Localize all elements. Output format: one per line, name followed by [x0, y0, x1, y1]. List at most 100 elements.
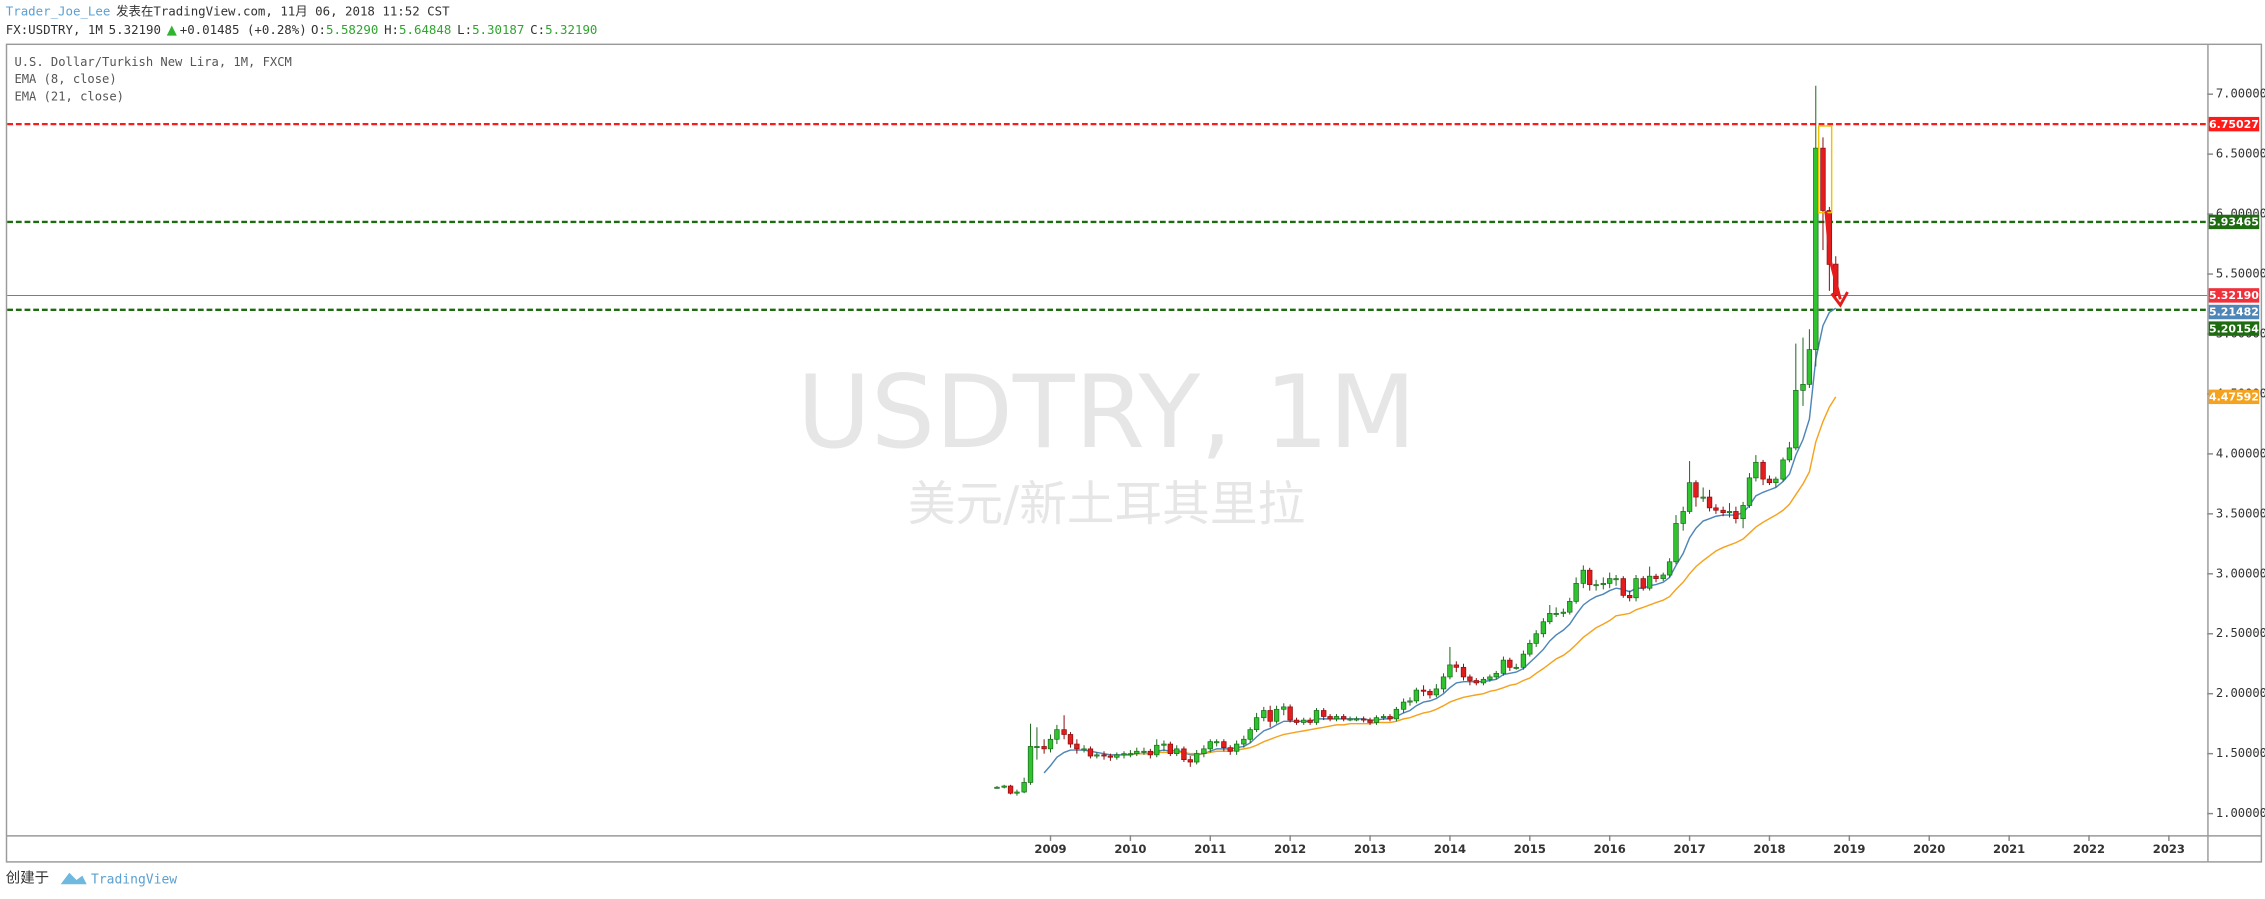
candle-body	[1480, 678, 1487, 684]
candle-body	[1367, 719, 1373, 723]
candle-body	[1806, 349, 1813, 385]
candle-body	[1094, 754, 1100, 757]
candle-body	[1114, 754, 1120, 758]
candle-body	[1194, 753, 1200, 763]
x-tick-label: 2009	[1034, 842, 1066, 856]
y-tick-label: 4.00000	[2216, 446, 2265, 460]
candle-body	[1573, 583, 1579, 602]
y-tick-label: 7.00000	[2216, 87, 2265, 101]
candle-body	[1713, 507, 1719, 511]
x-tick-label: 2012	[1274, 842, 1306, 856]
candle-body	[1720, 509, 1726, 514]
candle-body	[1233, 743, 1240, 752]
ohlc-key: L:	[457, 22, 472, 37]
price-label: 5.21482	[2209, 306, 2259, 319]
candle-body	[1301, 719, 1307, 723]
candle-body	[1593, 584, 1599, 587]
ema-line	[1130, 396, 1837, 755]
candle-body	[1786, 447, 1793, 461]
price-label-box	[2208, 321, 2260, 336]
y-tick-label: 2.50000	[2216, 626, 2265, 640]
candle-body	[1267, 710, 1273, 722]
candle-body	[1500, 659, 1507, 674]
candle-body	[1453, 664, 1459, 668]
candle-body	[1221, 741, 1227, 749]
candle-body	[1706, 496, 1713, 509]
x-tick-label: 2010	[1114, 842, 1146, 856]
candle-body	[1633, 578, 1639, 599]
candle-body	[1067, 734, 1074, 745]
candle-body	[1181, 748, 1187, 761]
candle-body	[1413, 689, 1420, 702]
price-label: 6.75027	[2209, 118, 2259, 131]
candle-body	[1693, 482, 1699, 498]
candle-body	[1613, 578, 1619, 581]
candle-body	[1187, 759, 1193, 763]
candle-body	[1746, 477, 1753, 506]
candle-body	[1433, 688, 1440, 696]
ohlc-value: 5.58290	[326, 22, 378, 37]
chart-frame	[5, 43, 2263, 863]
candle-body	[1513, 666, 1519, 669]
candle-body	[1547, 613, 1553, 623]
symbol: FX:USDTRY, 1M	[6, 22, 103, 37]
drawing-arrow	[1824, 211, 1842, 300]
legend-entry: EMA (21, close)	[14, 90, 124, 104]
candle-body	[1473, 680, 1479, 684]
candle-body	[1054, 729, 1060, 740]
candle-body	[1753, 461, 1759, 479]
ohlc-value: 5.64848	[399, 22, 451, 37]
candle-body	[1766, 478, 1773, 484]
ohlc-key: C:	[530, 22, 545, 37]
candle-body	[1121, 753, 1127, 756]
candle-body	[1034, 746, 1040, 748]
candle-body	[1740, 505, 1746, 520]
price-label-box	[2208, 288, 2260, 303]
candle-body	[994, 786, 1000, 789]
candle-body	[1293, 719, 1300, 723]
candle-body	[1281, 706, 1287, 710]
candle-body	[1273, 708, 1280, 722]
candle-body	[1773, 478, 1779, 484]
y-tick-label: 3.00000	[2216, 566, 2265, 580]
candle-body	[1353, 718, 1360, 721]
candle-body	[1666, 561, 1673, 576]
candle-body	[1567, 601, 1573, 613]
candle-body	[1161, 743, 1167, 746]
candle-body	[1420, 689, 1427, 692]
candle-body	[1321, 710, 1327, 717]
candle-body	[1653, 575, 1659, 579]
candle-body	[1660, 574, 1666, 579]
price-change: +0.01485 (+0.28%)	[180, 22, 307, 37]
price-label: 5.20154	[2209, 322, 2259, 335]
candle-body	[1147, 750, 1154, 756]
candle-body	[1373, 717, 1380, 723]
candle-body	[1247, 729, 1253, 740]
candle-body	[1253, 717, 1260, 731]
candle-body	[1760, 461, 1766, 480]
candle-body	[1780, 459, 1786, 480]
header-line-1: Trader_Joe_Lee 发表在TradingView.com, 11月 06…	[6, 3, 450, 18]
candle-body	[1087, 748, 1094, 757]
price-label: 5.32190	[2209, 289, 2259, 302]
x-tick-label: 2014	[1434, 842, 1466, 856]
footer-brand[interactable]: TradingView	[91, 872, 177, 887]
brand-logo	[60, 872, 87, 885]
legend-entry: EMA (8, close)	[14, 72, 116, 86]
candle-body	[1333, 716, 1340, 720]
x-tick-label: 2016	[1594, 842, 1626, 856]
candle-body	[1487, 676, 1493, 680]
candle-body	[1493, 672, 1499, 678]
candle-body	[1107, 755, 1114, 758]
candle-body	[1127, 753, 1134, 756]
candle-body	[1001, 785, 1007, 788]
x-tick-label: 2017	[1674, 842, 1706, 856]
candle-body	[1207, 741, 1213, 750]
candle-body	[1533, 633, 1539, 644]
candle-body	[1447, 664, 1453, 678]
candle-body	[1380, 716, 1387, 719]
x-tick-label: 2023	[2153, 842, 2185, 856]
candle-body	[1793, 389, 1799, 449]
candle-body	[1393, 708, 1400, 720]
